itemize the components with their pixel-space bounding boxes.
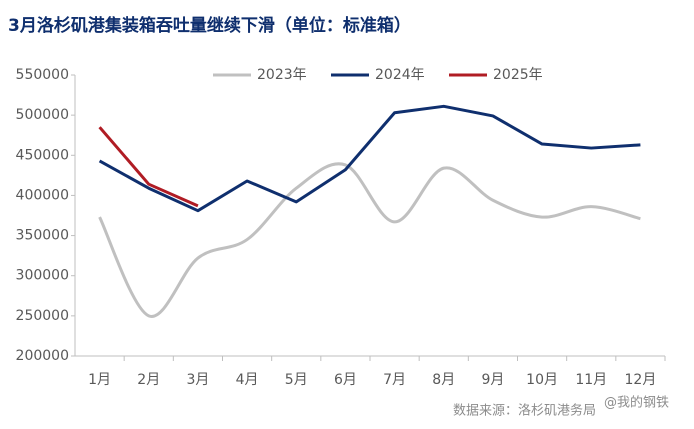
x-tick-label: 10月 bbox=[526, 372, 558, 388]
x-tick-label: 5月 bbox=[285, 372, 308, 388]
series-line bbox=[98, 126, 199, 208]
y-tick-label: 550000 bbox=[16, 67, 69, 83]
x-tick-label: 12月 bbox=[625, 372, 657, 388]
x-tick-label: 8月 bbox=[432, 372, 455, 388]
x-tick-label: 9月 bbox=[481, 372, 504, 388]
series-line bbox=[98, 162, 641, 318]
y-tick-label: 350000 bbox=[16, 228, 69, 244]
x-tick-label: 1月 bbox=[88, 372, 111, 388]
x-tick-label: 3月 bbox=[186, 372, 209, 388]
chart-title: 3月洛杉矶港集装箱吞吐量继续下滑（单位：标准箱） bbox=[8, 15, 411, 36]
y-tick-label: 500000 bbox=[16, 107, 69, 123]
watermark: @我的钢铁 bbox=[604, 395, 669, 411]
x-tick-label: 7月 bbox=[383, 372, 406, 388]
y-tick-label: 250000 bbox=[16, 308, 69, 324]
x-tick-label: 11月 bbox=[575, 372, 607, 388]
x-tick-label: 4月 bbox=[236, 372, 259, 388]
source: 数据来源：洛杉矶港务局 bbox=[453, 403, 596, 419]
y-tick-label: 400000 bbox=[16, 187, 69, 203]
legend-label: 2023年 bbox=[257, 67, 307, 83]
legend-label: 2024年 bbox=[375, 67, 425, 83]
x-tick-label: 2月 bbox=[137, 372, 160, 388]
series-line bbox=[98, 104, 641, 213]
legend-label: 2025年 bbox=[493, 67, 543, 83]
y-tick-label: 200000 bbox=[16, 348, 69, 364]
y-tick-label: 300000 bbox=[16, 268, 69, 284]
x-tick-label: 6月 bbox=[334, 372, 357, 388]
y-tick-label: 450000 bbox=[16, 147, 69, 163]
